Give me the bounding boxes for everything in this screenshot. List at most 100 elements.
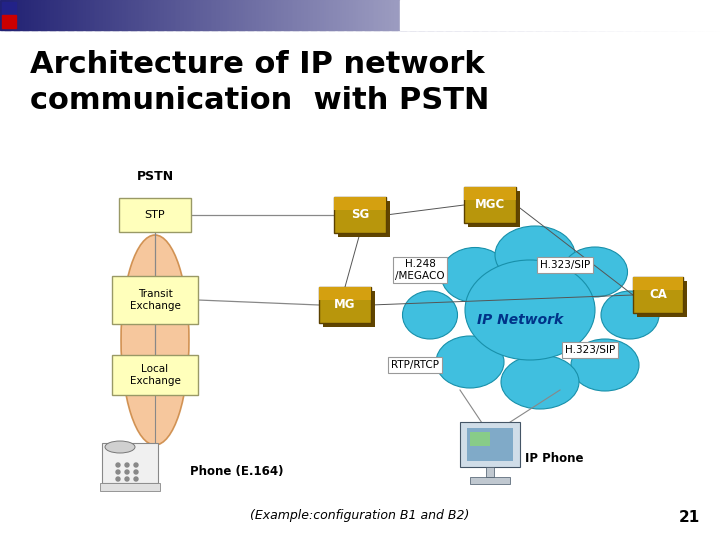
Bar [30, 0, 33, 30]
Bar [86, 0, 89, 30]
Bar [193, 0, 195, 30]
Bar [304, 0, 307, 30]
Text: Phone (E.164): Phone (E.164) [190, 465, 284, 478]
Bar [596, 0, 598, 30]
Bar [626, 0, 629, 30]
Bar [347, 0, 350, 30]
Bar [205, 0, 207, 30]
Bar [333, 0, 336, 30]
Bar [102, 443, 158, 483]
Bar [383, 0, 386, 30]
Bar [554, 0, 557, 30]
Text: communication  with PSTN: communication with PSTN [30, 86, 490, 115]
Bar [706, 0, 708, 30]
Bar [258, 0, 260, 30]
Bar [42, 0, 44, 30]
Bar [590, 0, 593, 30]
Bar [265, 0, 267, 30]
Bar [606, 0, 609, 30]
Bar [644, 0, 647, 30]
Bar [572, 0, 575, 30]
Bar [403, 0, 405, 30]
Bar [114, 0, 116, 30]
Bar [315, 0, 318, 30]
Bar [719, 0, 720, 30]
Text: CA: CA [649, 288, 667, 301]
Bar [410, 0, 413, 30]
Bar [180, 0, 182, 30]
Bar [317, 0, 319, 30]
Bar [355, 0, 357, 30]
Bar [515, 0, 517, 30]
Bar [186, 0, 188, 30]
Text: IP Phone: IP Phone [525, 451, 583, 464]
Bar [54, 0, 56, 30]
Bar [454, 0, 456, 30]
Bar [243, 0, 246, 30]
Text: IP Network: IP Network [477, 313, 563, 327]
Bar [531, 0, 534, 30]
Bar [603, 0, 606, 30]
Bar [385, 0, 387, 30]
Bar [373, 0, 375, 30]
Bar [470, 432, 490, 446]
Bar [508, 0, 510, 30]
Bar [148, 0, 150, 30]
Bar [162, 0, 164, 30]
Bar [232, 0, 235, 30]
Ellipse shape [562, 247, 628, 297]
Bar [396, 0, 398, 30]
Bar [402, 0, 404, 30]
Bar [40, 0, 42, 30]
Bar [714, 0, 717, 30]
Bar [546, 0, 548, 30]
Bar [310, 0, 312, 30]
Bar [460, 422, 520, 467]
Bar [488, 0, 490, 30]
Bar [259, 0, 261, 30]
Text: STP: STP [145, 210, 166, 220]
Bar [599, 0, 602, 30]
Bar [623, 0, 625, 30]
Bar [47, 0, 49, 30]
Bar [673, 0, 675, 30]
Circle shape [125, 477, 129, 481]
Bar [618, 0, 620, 30]
Bar [16, 0, 19, 30]
Bar [551, 0, 553, 30]
Bar [621, 0, 624, 30]
Bar [22, 0, 24, 30]
Bar [374, 0, 377, 30]
Bar [481, 0, 483, 30]
Bar [691, 0, 693, 30]
Bar [295, 0, 297, 30]
Bar [155, 0, 157, 30]
Bar [400, 0, 402, 30]
Bar [90, 0, 92, 30]
Bar [563, 0, 566, 30]
Bar [557, 0, 559, 30]
Bar [215, 0, 217, 30]
Bar [119, 198, 191, 232]
Bar [364, 0, 366, 30]
Bar [419, 0, 422, 30]
Bar [166, 0, 168, 30]
Bar [378, 0, 380, 30]
Bar [571, 0, 573, 30]
Bar [189, 0, 192, 30]
Bar [702, 0, 704, 30]
Bar [643, 0, 645, 30]
Bar [137, 0, 139, 30]
Bar [634, 0, 636, 30]
Bar [464, 0, 467, 30]
Bar [121, 0, 123, 30]
Circle shape [134, 477, 138, 481]
Bar [432, 0, 434, 30]
Bar [707, 0, 710, 30]
Bar [565, 0, 567, 30]
Bar [301, 0, 303, 30]
Bar [652, 0, 654, 30]
Bar [13, 0, 15, 30]
Bar [277, 0, 279, 30]
Ellipse shape [441, 247, 509, 302]
